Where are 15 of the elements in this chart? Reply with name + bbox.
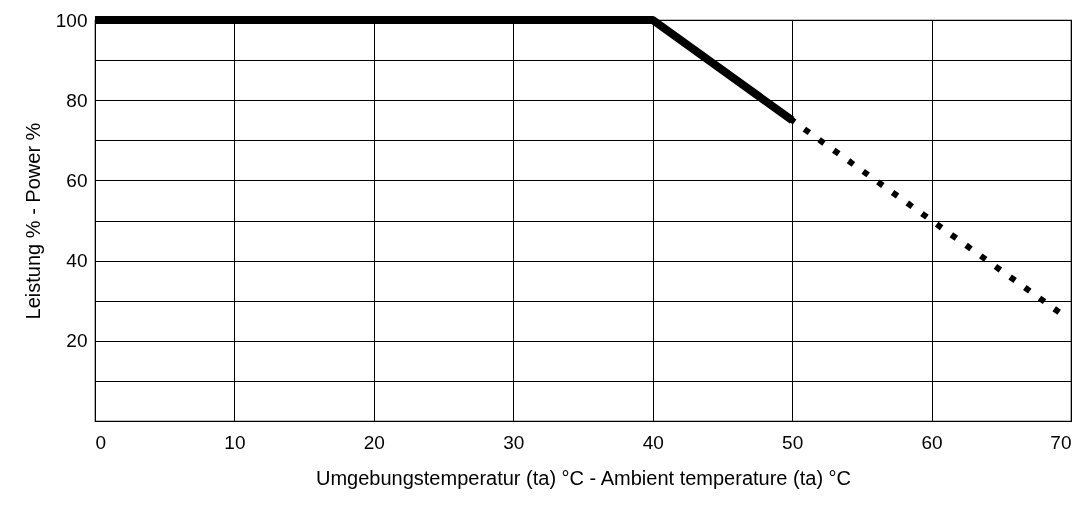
x-tick-label: 30 <box>503 431 525 453</box>
x-tick-label: 40 <box>642 431 664 453</box>
y-axis-title: Leistung % - Power % <box>21 122 44 320</box>
x-tick-label: 0 <box>95 431 107 453</box>
y-tick-label: 20 <box>66 330 88 352</box>
y-tick-label: 40 <box>66 250 88 272</box>
x-tick-label: 60 <box>921 431 943 453</box>
y-tick-label: 80 <box>66 89 88 111</box>
x-tick-label: 20 <box>363 431 385 453</box>
x-tick-label: 70 <box>1050 431 1072 453</box>
x-axis-title: Umgebungstemperatur (ta) °C - Ambient temperature (ta) °C <box>315 466 852 489</box>
y-tick-label: 100 <box>55 9 88 31</box>
x-tick-label: 10 <box>224 431 246 453</box>
y-tick-label: 60 <box>66 169 88 191</box>
x-tick-label: 50 <box>782 431 804 453</box>
